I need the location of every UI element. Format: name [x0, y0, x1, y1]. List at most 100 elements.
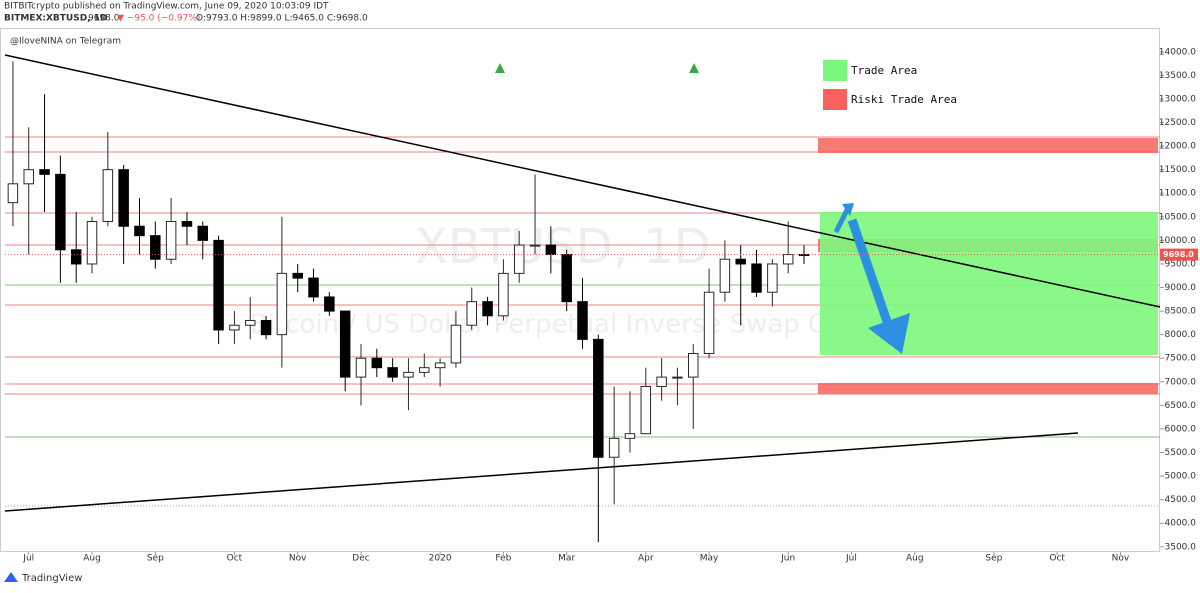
x-tick-label: Sep [147, 554, 164, 564]
y-tick-label: 6500.0 [1165, 401, 1197, 411]
candle-body [102, 169, 114, 223]
candle-body [513, 244, 525, 274]
y-tick-label: 7000.0 [1165, 377, 1197, 387]
x-tick-label: 2020 [429, 554, 452, 564]
candle-body [498, 272, 509, 317]
risk-zone [818, 138, 1158, 153]
candle-body [624, 433, 636, 439]
x-tick-label: Jul [845, 554, 857, 564]
y-tick-label: 5500.0 [1165, 448, 1197, 458]
candle-body [672, 376, 683, 379]
candle-body [419, 367, 430, 373]
y-tick-label: 12500.0 [1159, 118, 1196, 128]
candle-body [608, 437, 620, 458]
y-tick-label: 14000.0 [1159, 47, 1196, 57]
x-tick-label: Nov [1112, 554, 1130, 564]
ohlc: O:9793.0 H:9899.0 L:9465.0 C:9698.0 [196, 14, 368, 24]
candle-body [134, 225, 145, 237]
y-tick-label: 11500.0 [1159, 165, 1196, 175]
x-tick-label: Sep [985, 554, 1002, 564]
candle-body [735, 258, 746, 265]
candle-body [640, 386, 652, 435]
y-tick-label: 8000.0 [1165, 330, 1197, 340]
candle-body [561, 254, 572, 303]
x-tick-label: Mar [558, 554, 575, 564]
arrow [847, 218, 895, 332]
candle-body [55, 173, 66, 251]
candle-body [434, 362, 446, 369]
y-tick-label: 4000.0 [1165, 519, 1197, 529]
y-tick-label: 5000.0 [1165, 472, 1197, 482]
candle-body [165, 221, 177, 260]
candle-body [387, 367, 398, 378]
candle-body [276, 272, 288, 336]
x-tick-label: Aug [906, 554, 924, 564]
y-tick-label: 7500.0 [1165, 354, 1197, 364]
candle-body [450, 324, 462, 364]
candle-body [197, 225, 209, 241]
candle-body [86, 221, 98, 265]
candle-body [39, 169, 50, 175]
x-tick-label: Oct [1049, 554, 1065, 564]
signal [495, 63, 505, 73]
y-tick-label: 8500.0 [1165, 307, 1197, 317]
candle-body [150, 235, 161, 260]
candle-body [751, 263, 762, 293]
x-tick-label: Nov [289, 554, 307, 564]
arrow [833, 206, 851, 234]
candle-body [7, 183, 19, 204]
x-tick-label: Aug [83, 554, 101, 564]
candle-body [482, 301, 493, 317]
candle-body [688, 353, 699, 378]
legend-swatch [823, 60, 847, 81]
candle-body [355, 357, 367, 378]
candle-body [244, 320, 256, 326]
y-tick-label: 4500.0 [1165, 495, 1197, 505]
y-tick-label: 12000.0 [1159, 142, 1196, 152]
candle-body [118, 169, 129, 227]
x-tick-label: Apr [638, 554, 654, 564]
candle-body [339, 310, 351, 378]
last-price: 9698.0 [88, 14, 120, 24]
trend-line [4, 432, 1079, 512]
candle-body [308, 277, 319, 298]
candle-body [403, 371, 414, 378]
candle-body [324, 296, 335, 312]
y-tick-label: 13000.0 [1159, 94, 1196, 104]
candle-body [593, 338, 604, 458]
candle-body [767, 263, 778, 293]
signal [689, 63, 699, 73]
candle-body [782, 254, 794, 265]
candle-body [466, 301, 477, 326]
legend-label: Trade Area [851, 64, 917, 77]
candle-body [656, 376, 667, 388]
candle-body [260, 320, 272, 336]
y-tick-label: 9500.0 [1165, 259, 1197, 269]
logo [4, 572, 18, 582]
y-tick-label: 10500.0 [1159, 212, 1196, 222]
footer-text: TradingView [21, 573, 82, 584]
risk-zone [818, 383, 1158, 394]
price-tag-label: 9698.0 [1163, 250, 1194, 259]
candle-body [213, 239, 224, 331]
x-tick-label: May [700, 554, 719, 564]
x-tick-label: Feb [495, 554, 511, 564]
y-tick-label: 9000.0 [1165, 283, 1197, 293]
candle-body [292, 272, 303, 279]
x-tick-label: Dec [352, 554, 369, 564]
candle-body [229, 324, 240, 331]
arrow-head [868, 313, 910, 354]
candle-body [70, 249, 82, 265]
symbol: BITMEX:XBTUSD, 1D [4, 14, 107, 24]
candle-body [577, 301, 588, 340]
x-tick-label: Jul [22, 554, 34, 564]
footer: TradingView [4, 572, 82, 584]
y-tick-label: 3500.0 [1165, 542, 1197, 552]
candle-body [23, 169, 34, 185]
y-tick-label: 13500.0 [1159, 71, 1196, 81]
legend-label: Riski Trade Area [851, 93, 957, 106]
note: @IloveNINA on Telegram [10, 37, 121, 47]
candle-body [529, 244, 541, 247]
y-tick-label: 11000.0 [1159, 189, 1196, 199]
